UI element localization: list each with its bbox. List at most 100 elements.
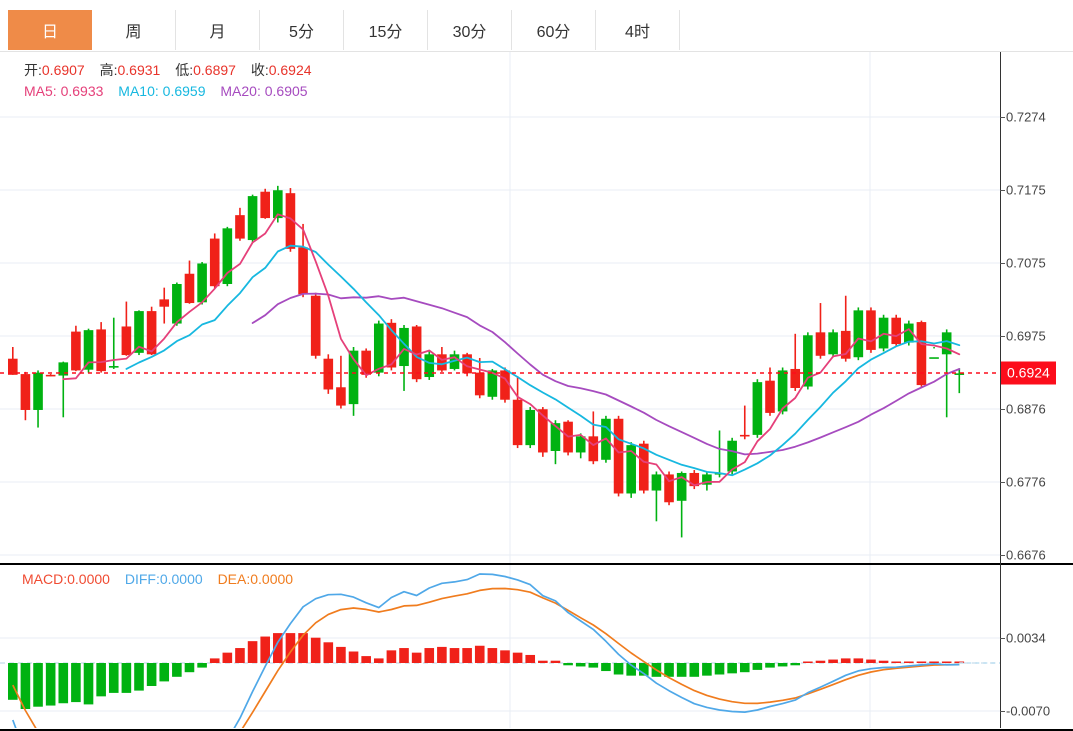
candle-body (273, 190, 283, 219)
candle-body (399, 327, 409, 367)
candle-body (336, 387, 346, 406)
macd-hist-bar-6 (83, 663, 94, 705)
macd-hist-bar-21 (273, 633, 283, 663)
timeframe-tab-7[interactable]: 4时 (596, 10, 680, 50)
timeframe-tab-label: 日 (41, 24, 58, 41)
timeframe-tab-3[interactable]: 5分 (260, 10, 344, 50)
timeframe-tab-5[interactable]: 30分 (428, 10, 512, 50)
candlestick-panel[interactable] (0, 52, 1000, 563)
candle-body (209, 238, 220, 287)
macd-hist-bar-46 (588, 663, 599, 668)
candle-12 (159, 287, 170, 324)
candle-57 (727, 437, 737, 475)
macd-hist-bar-27 (348, 651, 359, 663)
candle-body (361, 350, 371, 375)
candle-body (929, 357, 939, 359)
macd-hist-bar-9 (121, 663, 132, 693)
panel-divider (0, 563, 1073, 565)
candle-body (424, 354, 435, 378)
candle-58 (739, 405, 750, 440)
macd-hist-bar-20 (260, 636, 270, 663)
price-axis-label-3: 0.6975 (1006, 328, 1046, 344)
candle-body (904, 323, 914, 343)
price-axis-label-0-tick (1000, 117, 1005, 118)
macd-hist-bar-59 (752, 663, 763, 670)
candle-body (739, 434, 750, 437)
macd-hist-bar-52 (664, 663, 674, 677)
candle-body (575, 436, 586, 453)
candle-body (45, 374, 56, 377)
candle-40 (512, 376, 523, 449)
macd-hist-bar-56 (714, 663, 725, 675)
candle-body (866, 310, 876, 350)
candle-45 (575, 433, 586, 459)
timeframe-tab-6[interactable]: 60分 (512, 10, 596, 50)
candle-body (752, 382, 763, 435)
macd-hist-bar-33 (424, 648, 435, 663)
price-axis-label-3-tick (1000, 336, 1005, 337)
macd-hist-bar-72 (916, 661, 927, 663)
candle-72 (916, 320, 927, 389)
candle-body (815, 332, 826, 356)
timeframe-tab-label: 周 (125, 24, 142, 41)
macd-hist-bar-10 (134, 663, 144, 691)
candle-body (525, 409, 536, 446)
macd-hist-bar-66 (840, 658, 851, 663)
timeframe-tab-label: 4时 (625, 24, 650, 41)
ma5-line (62, 213, 961, 487)
macd-svg (0, 565, 1000, 728)
candle-55 (702, 471, 712, 491)
macd-hist-bar-12 (159, 663, 170, 682)
candle-38 (487, 368, 498, 400)
macd-hist-bar-69 (878, 660, 889, 663)
candle-body (323, 358, 334, 390)
candle-48 (613, 415, 624, 497)
timeframe-tab-0[interactable]: 日 (8, 10, 92, 50)
macd-hist-bar-50 (639, 663, 649, 676)
dea-line (12, 587, 960, 728)
candle-44 (563, 420, 573, 456)
macd-hist-bar-74 (941, 661, 952, 663)
candle-29 (373, 320, 384, 377)
candlestick-svg (0, 52, 1000, 563)
candle-62 (790, 333, 801, 391)
candle-23 (298, 223, 308, 298)
timeframe-tab-2[interactable]: 月 (176, 10, 260, 50)
candle-27 (348, 346, 359, 416)
timeframe-tab-4[interactable]: 15分 (344, 10, 428, 50)
candle-body (777, 370, 788, 412)
macd-axis-label-1: -0.0070 (1006, 703, 1051, 719)
macd-hist-bar-67 (853, 658, 864, 663)
candle-body (840, 330, 851, 359)
candle-26 (336, 355, 346, 409)
candle-22 (285, 188, 296, 252)
candle-41 (525, 407, 536, 449)
chart-bottom-border (0, 729, 1073, 731)
macd-hist-bar-22 (285, 633, 296, 663)
macd-hist-bar-23 (298, 633, 308, 663)
candle-body (651, 474, 662, 491)
macd-hist-bar-63 (803, 661, 813, 663)
price-axis-label-5-tick (1000, 482, 1005, 483)
macd-hist-bar-15 (197, 663, 207, 668)
candle-body (916, 322, 927, 386)
candle-body (588, 436, 599, 462)
macd-hist-bar-31 (399, 648, 409, 663)
candle-body (285, 193, 296, 249)
candle-9 (121, 301, 132, 356)
macd-axis-label-1-tick (1000, 711, 1005, 712)
timeframe-tab-1[interactable]: 周 (92, 10, 176, 50)
candle-31 (399, 325, 409, 391)
candle-body (373, 323, 384, 373)
candle-body (96, 329, 106, 372)
candle-51 (651, 471, 662, 522)
candle-body (20, 374, 31, 410)
candle-6 (83, 328, 94, 373)
candle-body (664, 474, 674, 503)
macd-hist-bar-29 (373, 658, 384, 663)
macd-panel[interactable] (0, 565, 1000, 728)
price-axis-label-1-tick (1000, 190, 1005, 191)
candle-body (33, 372, 43, 410)
macd-hist-bar-19 (247, 641, 258, 663)
macd-hist-bar-48 (613, 663, 624, 675)
